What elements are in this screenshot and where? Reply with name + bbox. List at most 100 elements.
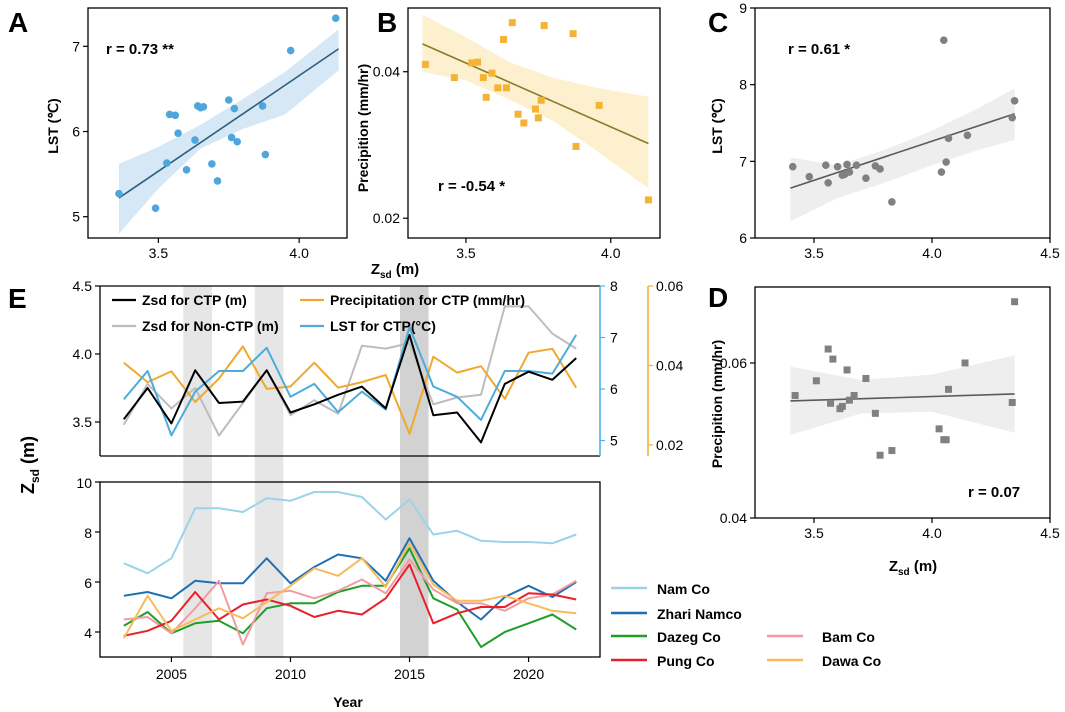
panel-b-point xyxy=(474,58,482,66)
panel-c-point xyxy=(862,174,870,182)
panel-c-letter: C xyxy=(708,7,728,38)
panel-a-r-annotation: r = 0.73 ** xyxy=(106,41,174,58)
panel-c-point xyxy=(824,179,832,187)
e-bottom-xtick-label: 2015 xyxy=(394,666,425,682)
e-zsd-z: Z xyxy=(18,483,38,494)
panel-b-xtick-label: 3.5 xyxy=(456,245,476,261)
panel-b-point xyxy=(540,22,548,30)
panel-d-plot: 3.5 4.0 4.5 0.04 0.06 xyxy=(720,286,1060,541)
panel-b-ytick-label: 0.02 xyxy=(373,210,400,226)
panel-b-point xyxy=(537,96,545,104)
e-top-precip-tick-label: 0.02 xyxy=(656,437,683,453)
panel-a-point xyxy=(227,133,236,142)
panel-b-ytick-label: 0.04 xyxy=(373,64,400,80)
e-bottom-series-line xyxy=(123,491,577,575)
panel-a-xtick-label: 4.0 xyxy=(289,245,309,261)
panel-c-point xyxy=(805,172,814,181)
panel-b-point xyxy=(595,101,603,109)
panel-c-xtick-label: 3.5 xyxy=(804,245,824,261)
panel-c-point xyxy=(963,131,972,140)
panel-b-point xyxy=(534,114,542,122)
panel-b-point xyxy=(488,69,496,77)
panel-d-point xyxy=(942,436,950,444)
e-top-lst-tick-label: 8 xyxy=(610,278,618,294)
panel-b-xtick-label: 4.0 xyxy=(601,245,621,261)
panel-b-point xyxy=(468,59,476,67)
e-top-legend-label: Precipitation for CTP (mm/hr) xyxy=(330,292,525,308)
panel-a: A LST (℃) 3.5 4.0 5 6 7 r = 0.73 ** xyxy=(8,7,348,261)
zsd-sub: sd xyxy=(380,270,392,281)
panel-b-point xyxy=(569,30,577,38)
e-bottom-legend-label: Pung Co xyxy=(657,653,715,669)
e-bottom-series-line xyxy=(123,547,577,648)
panel-d-point xyxy=(827,399,835,407)
panel-d-point xyxy=(871,409,879,417)
panel-d-letter: D xyxy=(708,282,728,313)
zsd-unit-d: (m) xyxy=(910,558,938,575)
panel-d-xtick-label: 3.5 xyxy=(804,525,824,541)
panel-a-ytick-label: 7 xyxy=(72,38,80,54)
panel-a-point xyxy=(174,129,182,138)
panel-c-r-annotation: r = 0.61 * xyxy=(788,41,850,58)
ab-shared-xlabel: Zsd (m) xyxy=(371,261,419,281)
e-bottom-legend-label: Dazeg Co xyxy=(657,629,721,645)
panel-c-point xyxy=(788,162,797,171)
e-top-precip-tick-label: 0.04 xyxy=(656,357,683,373)
e-bottom-series-line xyxy=(123,537,577,621)
e-bottom-xtick-label: 2020 xyxy=(513,666,544,682)
e-bottom-legend-label: Zhari Namco xyxy=(657,606,742,622)
panel-c-point xyxy=(845,168,854,176)
panel-b-ylabel: Precipition (mm/hr) xyxy=(355,64,371,192)
e-top-legend-label: Zsd for Non-CTP (m) xyxy=(142,318,279,334)
panel-d-point xyxy=(862,374,870,382)
panel-d-xlabel: Zsd (m) xyxy=(889,558,937,578)
panel-e-xlabel: Year xyxy=(333,694,363,710)
panel-d-point xyxy=(843,366,851,374)
panel-c-point xyxy=(1010,96,1019,105)
panel-c-point xyxy=(944,134,953,143)
panel-c-ylabel: LST (℃) xyxy=(709,98,725,153)
panel-a-plot: 3.5 4.0 5 6 7 xyxy=(72,7,348,261)
panel-d-point xyxy=(1011,298,1019,306)
panel-b-frame xyxy=(407,7,661,239)
panel-e-shared-ylabel: Zsd (m) xyxy=(18,436,42,494)
panel-a-letter: A xyxy=(8,7,28,38)
panel-a-xtick-label: 3.5 xyxy=(149,245,169,261)
panel-d-point xyxy=(850,392,858,400)
panel-c-ytick-label: 6 xyxy=(739,230,747,246)
panel-c-fit-line xyxy=(790,113,1015,189)
panel-a-point xyxy=(163,159,171,167)
e-bottom-series-line xyxy=(123,558,577,646)
panel-c-point xyxy=(833,162,842,171)
zsd-unit: (m) xyxy=(392,261,420,278)
panel-b-confidence-band xyxy=(422,14,649,189)
panel-b-point xyxy=(508,19,516,27)
e-bottom-legend-label: Bam Co xyxy=(822,629,875,645)
e-bottom-ytick-label: 4 xyxy=(84,625,92,641)
panel-e-top-plot: 3.5 4.0 4.5 5 6 7 8 0.02 0.04 0.06 Zsd for CTP (m)… xyxy=(73,278,683,657)
panel-c-point xyxy=(937,168,946,176)
panel-d-point xyxy=(945,385,953,393)
panel-c-point xyxy=(888,198,896,206)
e-top-legend-label: Zsd for CTP (m) xyxy=(142,292,247,308)
panel-d-point xyxy=(791,392,799,400)
e-top-lst-tick-label: 7 xyxy=(610,330,618,346)
panel-a-ylabel: LST (℃) xyxy=(45,98,61,153)
panel-a-ytick-label: 6 xyxy=(72,124,80,140)
panel-b-r-annotation: r = -0.54 * xyxy=(438,178,505,195)
panel-c-frame xyxy=(754,7,1051,239)
e-bottom-frame xyxy=(99,481,601,658)
panel-d-point xyxy=(845,396,853,404)
panel-a-point xyxy=(213,177,222,185)
panel-b-point xyxy=(479,74,487,82)
e-top-left-tick-label: 4.0 xyxy=(73,346,93,362)
panel-e: E 3.5 4.0 4.5 5 6 7 8 0.02 0.04 0.06 Zsd for CTP (… xyxy=(8,278,881,710)
e-top-precip-tick-label: 0.06 xyxy=(656,278,683,294)
panel-d-r-annotation: r = 0.07 xyxy=(968,484,1020,501)
panel-a-frame xyxy=(87,7,348,239)
panel-d-point xyxy=(935,425,943,433)
e-bottom-xtick-label: 2010 xyxy=(275,666,306,682)
panel-b-point xyxy=(572,142,580,150)
e-top-lst-tick-label: 5 xyxy=(610,433,618,449)
panel-b-point xyxy=(482,93,490,101)
